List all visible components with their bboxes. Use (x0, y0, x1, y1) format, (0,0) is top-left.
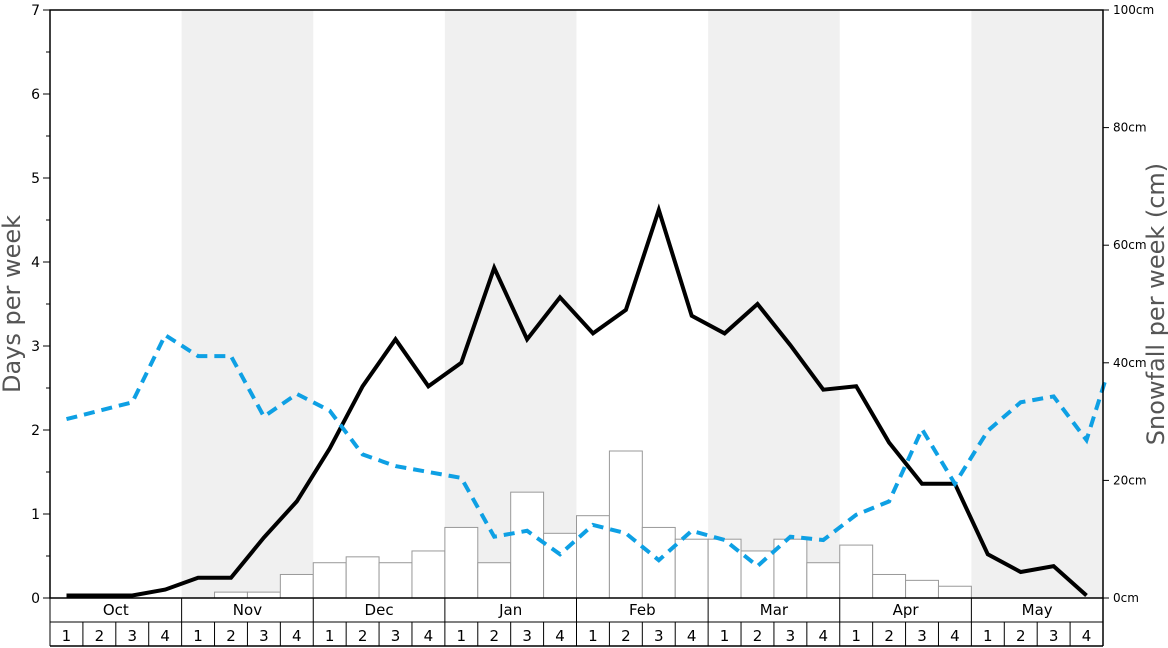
right-tick-label: 20cm (1113, 473, 1147, 487)
month-label: Mar (760, 601, 789, 619)
snowfall-bar (608, 450, 643, 599)
week-label: 4 (687, 627, 697, 645)
shade-mar (708, 10, 840, 598)
snowfall-bar (345, 556, 380, 599)
week-label: 2 (1016, 627, 1026, 645)
x-axis: Oct 1 2 3 4 Nov 1 2 3 4 Dec 1 2 3 4 Jan 1 2 3 4 Feb 1 2 3 4 Mar 1 2… (49, 598, 1104, 647)
week-label: 4 (424, 627, 434, 645)
week-label: 4 (160, 627, 170, 645)
week-label: 1 (588, 627, 598, 645)
week-label: 1 (720, 627, 730, 645)
shade-nov (181, 10, 314, 598)
week-label: 1 (62, 627, 72, 645)
week-label: 4 (292, 627, 302, 645)
week-label: 3 (654, 627, 664, 645)
snowfall-bar (806, 562, 841, 599)
snowfall-bar (510, 491, 545, 599)
week-label: 2 (95, 627, 105, 645)
snowfall-bar (872, 573, 907, 599)
right-tick-label: 60cm (1113, 238, 1147, 252)
snowfall-bar (214, 591, 248, 599)
week-label: 3 (259, 627, 269, 645)
dashed-blue-line (66, 332, 1107, 569)
left-axis: 0 1 2 3 4 5 6 7 (31, 3, 50, 607)
snowfall-bar (576, 515, 610, 599)
week-label: 1 (325, 627, 335, 645)
week-label: 3 (917, 627, 927, 645)
left-axis-title: Days per week (0, 215, 26, 393)
week-label: 2 (489, 627, 499, 645)
week-label: 4 (555, 627, 565, 645)
week-label: 4 (950, 627, 960, 645)
shade-may (971, 10, 1103, 598)
week-label: 3 (391, 627, 401, 645)
month-label: Feb (629, 601, 656, 619)
week-label: 3 (522, 627, 532, 645)
left-tick-label: 1 (31, 507, 40, 523)
week-label: 2 (621, 627, 631, 645)
week-label: 1 (193, 627, 203, 645)
month-label: Oct (103, 601, 129, 619)
week-label: 1 (457, 627, 467, 645)
snowfall-bar (279, 573, 314, 599)
month-label: Nov (233, 601, 262, 619)
left-tick-label: 0 (31, 591, 40, 607)
month-label: May (1022, 601, 1053, 619)
week-label: 2 (358, 627, 368, 645)
week-label: 4 (819, 627, 829, 645)
right-tick-label: 100cm (1113, 3, 1154, 17)
week-label: 1 (983, 627, 993, 645)
month-label: Apr (893, 601, 920, 619)
snowfall-bars (214, 450, 972, 599)
snowfall-bar (937, 585, 972, 599)
week-label: 1 (851, 627, 861, 645)
snowfall-bar (477, 562, 512, 599)
week-label: 3 (127, 627, 137, 645)
right-axis: 0cm 20cm 40cm 60cm 80cm 100cm (1103, 3, 1154, 605)
snowfall-bar (378, 562, 413, 599)
right-tick-label: 40cm (1113, 356, 1147, 370)
month-label: Dec (365, 601, 394, 619)
week-label: 2 (753, 627, 763, 645)
left-tick-label: 4 (31, 255, 40, 271)
left-tick-label: 7 (31, 3, 40, 19)
left-tick-label: 2 (31, 423, 40, 439)
snowfall-bar (839, 544, 874, 599)
data-lines (66, 203, 1107, 598)
left-tick-label: 5 (31, 171, 40, 187)
snowfall-bar (246, 591, 281, 599)
week-label: 4 (1082, 627, 1092, 645)
week-label: 2 (226, 627, 236, 645)
week-label: 2 (884, 627, 894, 645)
month-label: Jan (498, 601, 522, 619)
snowfall-bar (905, 579, 939, 599)
week-label: 3 (1049, 627, 1059, 645)
solid-black-line (66, 203, 1088, 598)
right-axis-title: Snowfall per week (cm) (1142, 163, 1168, 445)
right-tick-label: 0cm (1113, 591, 1139, 605)
snowfall-bar (411, 550, 446, 599)
right-tick-label: 80cm (1113, 121, 1147, 135)
snowfall-bar (674, 538, 709, 599)
snowfall-bar (444, 526, 479, 599)
week-label: 3 (786, 627, 796, 645)
left-tick-label: 6 (31, 87, 40, 103)
snowfall-bar (312, 562, 347, 599)
left-tick-label: 3 (31, 339, 40, 355)
